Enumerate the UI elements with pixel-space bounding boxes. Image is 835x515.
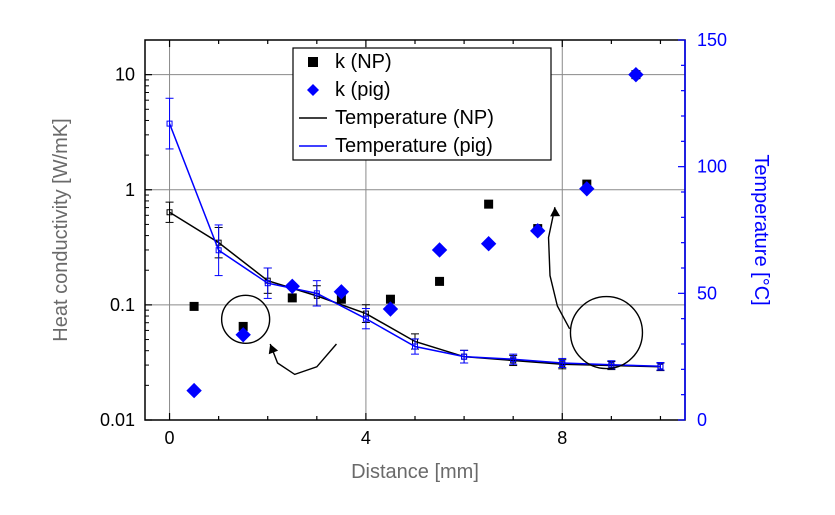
legend-item-label: Temperature (pig) <box>335 135 493 157</box>
legend-item-label: Temperature (NP) <box>335 107 494 129</box>
svg-text:50: 50 <box>697 283 717 303</box>
svg-text:0.01: 0.01 <box>100 410 135 430</box>
svg-text:0: 0 <box>165 428 175 448</box>
svg-text:0.1: 0.1 <box>110 295 135 315</box>
dual-axis-chart: 0480.010.1110050100150Distance [mm]Heat … <box>0 0 835 515</box>
svg-text:100: 100 <box>697 157 727 177</box>
x-axis-label: Distance [mm] <box>351 461 479 483</box>
svg-text:8: 8 <box>557 428 567 448</box>
svg-text:150: 150 <box>697 30 727 50</box>
svg-text:0: 0 <box>697 410 707 430</box>
legend-item-label: k (NP) <box>335 51 392 73</box>
svg-text:10: 10 <box>115 65 135 85</box>
y-left-axis-label: Heat conductivity [W/mK] <box>50 118 72 341</box>
svg-text:1: 1 <box>125 180 135 200</box>
y-right-axis-label: Temperature [°C] <box>750 154 772 305</box>
svg-text:4: 4 <box>361 428 371 448</box>
legend-item-label: k (pig) <box>335 79 391 101</box>
